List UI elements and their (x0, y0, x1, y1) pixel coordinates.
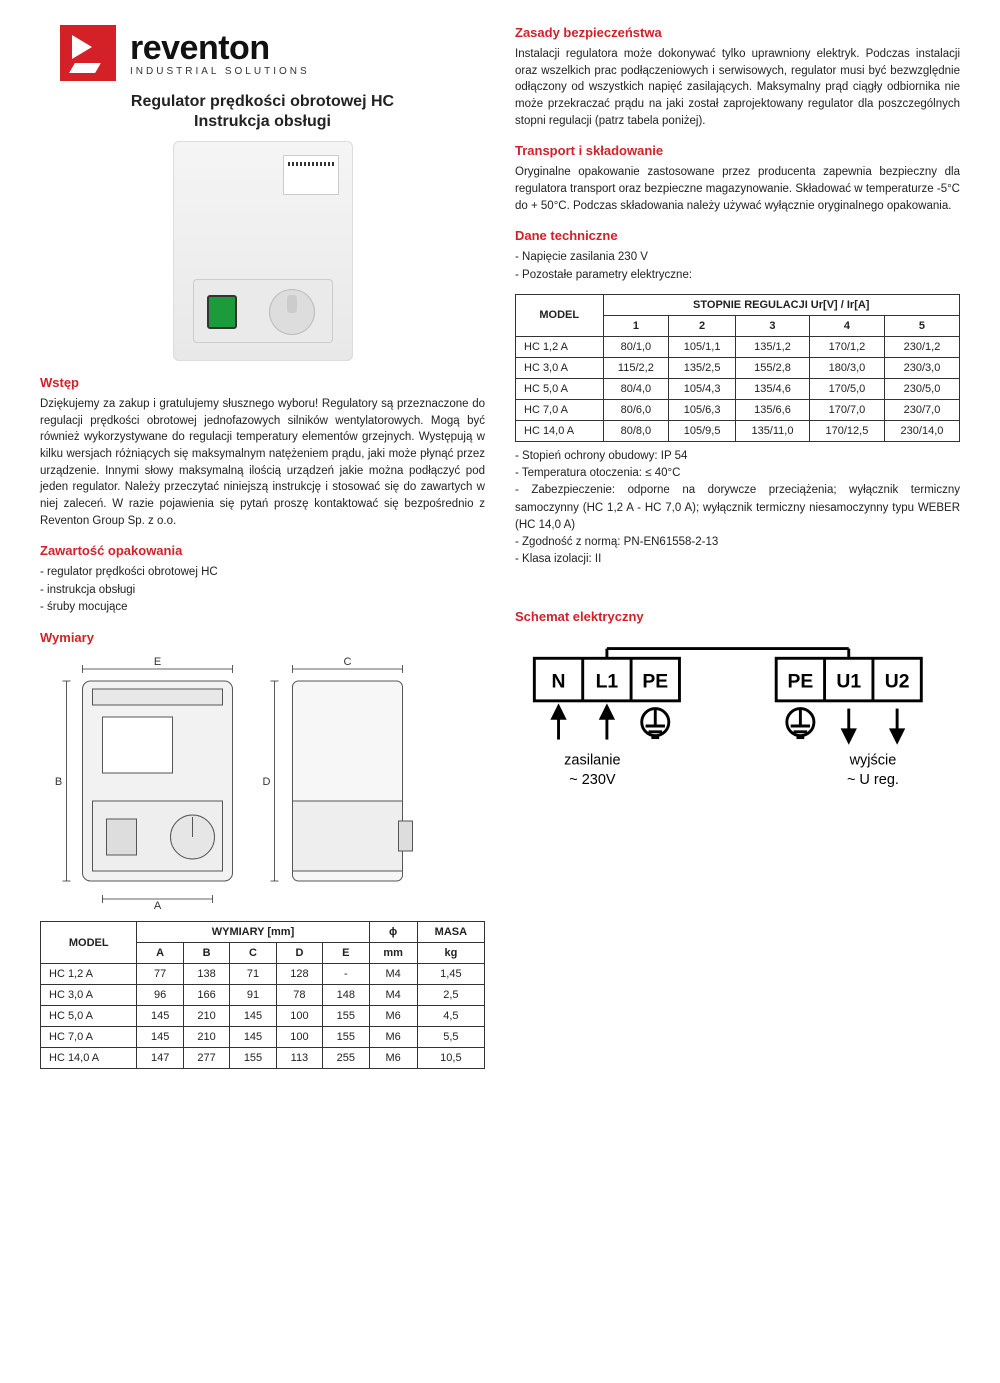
dim-label: C (344, 656, 352, 668)
svg-text:~ U reg.: ~ U reg. (847, 772, 899, 788)
svg-text:U2: U2 (885, 670, 910, 692)
zawartosc-item: - regulator prędkości obrotowej HC (40, 564, 485, 581)
table-row: HC 14,0 A80/8,0105/9,5135/11,0170/12,523… (516, 420, 960, 441)
zawartosc-item: - śruby mocujące (40, 599, 485, 616)
table-row: HC 7,0 A145210145100155M65,5 (41, 1027, 485, 1048)
dimensions-table: MODEL WYMIARY [mm] ϕ MASA A B C D E mm k… (40, 921, 485, 1069)
dane-line: - Napięcie zasilania 230 V (515, 249, 960, 266)
table-row: HC 1,2 A80/1,0105/1,1135/1,2170/1,2230/1… (516, 336, 960, 357)
zawartosc-heading: Zawartość opakowania (40, 543, 485, 558)
electrical-schematic: N L1 PE PE U1 U2 (515, 636, 960, 819)
wymiary-heading: Wymiary (40, 630, 485, 645)
wstep-heading: Wstęp (40, 375, 485, 390)
dimensions-diagram: E C B D A (40, 651, 485, 911)
transport-body: Oryginalne opakowanie zastosowane przez … (515, 164, 960, 214)
dim-label: A (154, 900, 162, 911)
dane-line: - Zabezpieczenie: odporne na dorywcze pr… (515, 482, 960, 534)
svg-text:~ 230V: ~ 230V (569, 772, 616, 788)
svg-text:PE: PE (787, 670, 813, 692)
zasady-heading: Zasady bezpieczeństwa (515, 25, 960, 40)
dim-label: E (154, 656, 161, 668)
transport-heading: Transport i składowanie (515, 143, 960, 158)
table-row: HC 14,0 A147277155113255M610,5 (41, 1048, 485, 1069)
dim-label: B (55, 776, 62, 788)
table-row: HC 3,0 A961669178148M42,5 (41, 985, 485, 1006)
th-model: MODEL (516, 294, 604, 336)
th-masa: MASA (417, 922, 484, 943)
dane-line: - Temperatura otoczenia: ≤ 40°C (515, 465, 960, 482)
svg-text:zasilanie: zasilanie (564, 752, 620, 768)
table-row: HC 5,0 A145210145100155M64,5 (41, 1006, 485, 1027)
wstep-body: Dziękujemy za zakup i gratulujemy słuszn… (40, 396, 485, 529)
regulation-table: MODEL STOPNIE REGULACJI Ur[V] / Ir[A] 1 … (515, 294, 960, 442)
product-photo (173, 141, 353, 361)
zasady-body: Instalacji regulatora może dokonywać tyl… (515, 46, 960, 129)
svg-text:PE: PE (642, 670, 668, 692)
page-subtitle: Instrukcja obsługi (40, 113, 485, 131)
dane-line: - Zgodność z normą: PN-EN61558-2-13 (515, 534, 960, 551)
table-row: HC 5,0 A80/4,0105/4,3135/4,6170/5,0230/5… (516, 378, 960, 399)
dane-line: - Stopień ochrony obudowy: IP 54 (515, 448, 960, 465)
table-row: HC 7,0 A80/6,0105/6,3135/6,6170/7,0230/7… (516, 399, 960, 420)
schemat-heading: Schemat elektryczny (515, 609, 960, 624)
th-stopnie-group: STOPNIE REGULACJI Ur[V] / Ir[A] (603, 294, 959, 315)
dane-line: - Pozostałe parametry elektryczne: (515, 267, 960, 284)
th-model: MODEL (41, 922, 137, 964)
th-wymiary-group: WYMIARY [mm] (137, 922, 369, 943)
table-row: HC 3,0 A115/2,2135/2,5155/2,8180/3,0230/… (516, 357, 960, 378)
th-phi: ϕ (369, 922, 417, 943)
brand-logo: reventon INDUSTRIAL SOLUTIONS (40, 25, 485, 81)
table-row: HC 1,2 A7713871128-M41,45 (41, 964, 485, 985)
zawartosc-item: - instrukcja obsługi (40, 582, 485, 599)
logo-mark-icon (60, 25, 116, 81)
brand-name: reventon (130, 29, 310, 68)
dane-line: - Klasa izolacji: II (515, 551, 960, 568)
svg-text:L1: L1 (596, 670, 619, 692)
dim-label: D (263, 776, 271, 788)
page-title: Regulator prędkości obrotowej HC (40, 93, 485, 111)
brand-tagline: INDUSTRIAL SOLUTIONS (130, 66, 310, 77)
dane-heading: Dane techniczne (515, 228, 960, 243)
svg-text:N: N (552, 670, 566, 692)
svg-text:U1: U1 (836, 670, 861, 692)
svg-text:wyjście: wyjście (849, 752, 897, 768)
